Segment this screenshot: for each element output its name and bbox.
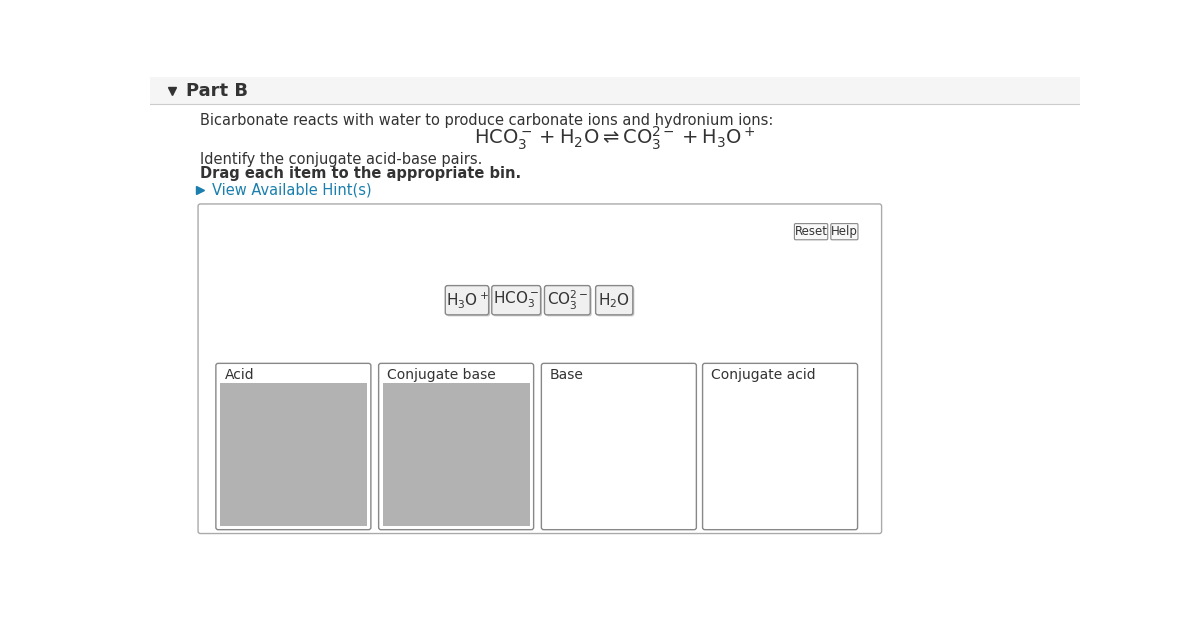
Text: $\mathrm{H_2O}$: $\mathrm{H_2O}$ xyxy=(599,291,630,310)
Text: Reset: Reset xyxy=(794,225,828,238)
Text: Conjugate base: Conjugate base xyxy=(388,368,496,382)
Text: $\mathrm{HCO_3^- + H_2O \rightleftharpoons CO_3^{2-} + H_3O^+}$: $\mathrm{HCO_3^- + H_2O \rightleftharpoo… xyxy=(474,125,756,152)
Text: Bicarbonate reacts with water to produce carbonate ions and hydronium ions:: Bicarbonate reacts with water to produce… xyxy=(200,113,774,128)
Text: View Available Hint(s): View Available Hint(s) xyxy=(212,183,372,197)
Text: $\mathrm{CO_3^{2-}}$: $\mathrm{CO_3^{2-}}$ xyxy=(547,288,588,312)
FancyBboxPatch shape xyxy=(545,286,590,315)
FancyBboxPatch shape xyxy=(598,287,635,317)
Text: Identify the conjugate acid-base pairs.: Identify the conjugate acid-base pairs. xyxy=(200,152,482,167)
FancyBboxPatch shape xyxy=(492,286,541,315)
FancyBboxPatch shape xyxy=(595,286,632,315)
Text: Part B: Part B xyxy=(186,82,247,100)
FancyBboxPatch shape xyxy=(546,287,592,317)
Bar xyxy=(220,383,367,526)
FancyBboxPatch shape xyxy=(446,287,491,317)
Bar xyxy=(150,77,1080,104)
FancyBboxPatch shape xyxy=(541,363,696,529)
FancyBboxPatch shape xyxy=(830,224,858,240)
Bar xyxy=(383,383,529,526)
FancyBboxPatch shape xyxy=(702,363,858,529)
Text: Base: Base xyxy=(550,368,583,382)
Text: Acid: Acid xyxy=(224,368,254,382)
Text: $\mathrm{HCO_3^-}$: $\mathrm{HCO_3^-}$ xyxy=(493,290,539,310)
FancyBboxPatch shape xyxy=(493,287,542,317)
Text: Drag each item to the appropriate bin.: Drag each item to the appropriate bin. xyxy=(200,165,522,181)
FancyBboxPatch shape xyxy=(445,286,488,315)
FancyBboxPatch shape xyxy=(198,204,882,533)
FancyBboxPatch shape xyxy=(216,363,371,529)
FancyBboxPatch shape xyxy=(794,224,828,240)
Text: $\mathrm{H_3O^+}$: $\mathrm{H_3O^+}$ xyxy=(445,290,488,310)
Text: Conjugate acid: Conjugate acid xyxy=(712,368,816,382)
FancyBboxPatch shape xyxy=(379,363,534,529)
Text: Help: Help xyxy=(830,225,858,238)
